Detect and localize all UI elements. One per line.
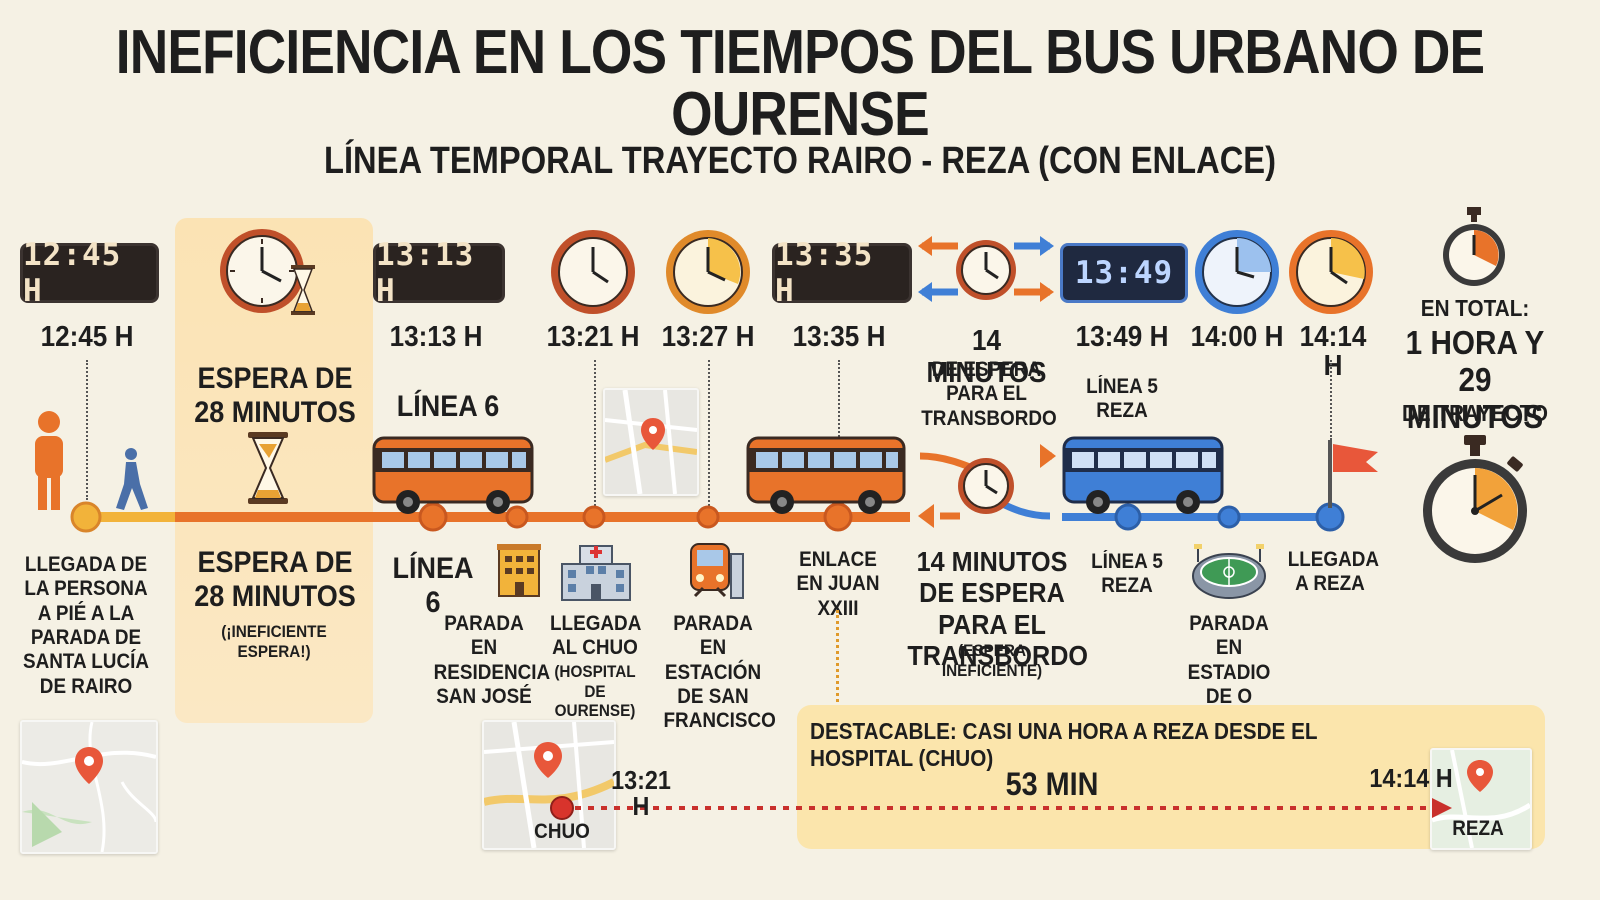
page-subtitle: LÍNEA TEMPORAL TRAYECTO RAIRO - REZA (CO… (324, 140, 1276, 182)
wait-top-label: ESPERA DE 28 MINUTOS (194, 362, 356, 429)
bus-enlace-icon (746, 436, 906, 514)
hospital-icon (561, 545, 631, 601)
residence-building-icon (497, 544, 541, 597)
clock-1327-icon (666, 230, 750, 314)
label-transfer-big: 14 MINUTOS DE ESPERA PARA EL TRANSBORDO (907, 546, 1089, 672)
map-rairo (20, 720, 158, 854)
label-wait-big: ESPERA DE 28 MINUTOS (194, 546, 356, 613)
transfer-clock-arrows-icon (918, 236, 1054, 302)
transfer-arrows-icon (918, 444, 1056, 528)
clock-1414-icon (1289, 230, 1373, 314)
label-stop-residencia: PARADA EN RESIDENCIA SAN JOSÉ (433, 612, 551, 709)
digital-clock-1349: 13:49 (1060, 243, 1188, 303)
highlight-end-time: 14:14 H (1369, 763, 1453, 793)
time-1400: 14:00 H (1190, 321, 1284, 353)
transfer-top-big: 14 MINUTOS (926, 325, 1047, 390)
highlight-duration: 53 MIN (1005, 766, 1099, 802)
label-stop-estacion: PARADA EN ESTACIÓN DE SAN FRANCISCO (663, 612, 776, 733)
highlight-text: DESTACABLE: CASI UNA HORA A REZA DESDE E… (810, 718, 1318, 771)
train-station-icon (690, 543, 744, 599)
connector-1321 (594, 360, 596, 510)
highlight-end-place: REZA (1452, 817, 1504, 840)
label-arrival-reza: LLEGADA A REZA (1287, 548, 1380, 596)
label-chuo-sub: (HOSPITAL DE OURENSE) (554, 662, 636, 721)
highlight-start-place: CHUO (534, 820, 590, 843)
total-tail-label: DE TRAYECTO (1401, 400, 1549, 426)
stopwatch-large-icon (1423, 435, 1527, 563)
time-1313: 13:13 H (389, 321, 483, 353)
highlight-box (797, 705, 1545, 849)
clock-1400-icon (1195, 230, 1279, 314)
hourglass-icon (248, 432, 288, 504)
bus-line5-icon (1062, 436, 1224, 514)
label-enlace: ENLACE EN JUAN XXIII (796, 548, 880, 620)
digital-clock-1335: 13:35 H (772, 237, 912, 309)
total-small-label: EN TOTAL: (1420, 295, 1530, 321)
person-icon (35, 411, 63, 510)
label-wait-note: (¡INEFICIENTE ESPERA!) (221, 622, 327, 661)
digital-clock-1245: 12:45 H (20, 237, 159, 309)
map-reza (1430, 748, 1532, 850)
highlight-start-time: 13:21 H (611, 765, 671, 821)
connector-1414 (1330, 360, 1332, 440)
bus-line6-icon (372, 436, 534, 514)
time-1349: 13:49 H (1075, 321, 1169, 353)
route-dotted-arrow (550, 796, 1452, 820)
label-chuo-main: LLEGADA AL CHUO (550, 612, 642, 660)
timeline-graphic (35, 411, 1378, 533)
time-1327: 13:27 H (661, 321, 755, 353)
time-1321: 13:21 H (546, 321, 640, 353)
label-line5: LÍNEA 5 REZA (1091, 550, 1163, 598)
digital-clock-1313: 13:13 H (373, 237, 505, 309)
time-1245: 12:45 H (40, 321, 134, 353)
stadium-icon (1192, 544, 1266, 599)
label-arrival-person: LLEGADA DE LA PERSONA A PIÉ A LA PARADA … (23, 553, 150, 698)
connector-1335 (838, 360, 840, 440)
line5-top-label: LÍNEA 5 REZA (1086, 375, 1158, 423)
enlace-highlight-connector (836, 610, 839, 702)
line6-top-label: LÍNEA 6 (396, 390, 500, 423)
map-chuo-thumbnail (603, 388, 699, 496)
stopwatch-small-icon (1443, 207, 1505, 286)
map-chuo (482, 720, 616, 850)
transfer-top-small: DE ESPERA PARA EL TRANSBORDO (921, 358, 1057, 430)
finish-flag-icon (1328, 440, 1378, 508)
connector-1327 (708, 360, 710, 510)
time-1335: 13:35 H (792, 321, 886, 353)
connector-1245 (86, 360, 88, 500)
total-big-label: 1 HORA Y 29 MINUTOS (1405, 324, 1545, 435)
label-transfer-note: (ESPERA INEFICIENTE) (941, 641, 1043, 680)
clock-hourglass-icon (220, 229, 315, 315)
label-line6: LÍNEA 6 (392, 552, 474, 619)
time-1414: 14:14 H (1299, 321, 1367, 382)
clock-1321-icon (551, 230, 635, 314)
walking-person-icon (116, 448, 148, 510)
page-title: INEFICIENCIA EN LOS TIEMPOS DEL BUS URBA… (115, 18, 1485, 149)
